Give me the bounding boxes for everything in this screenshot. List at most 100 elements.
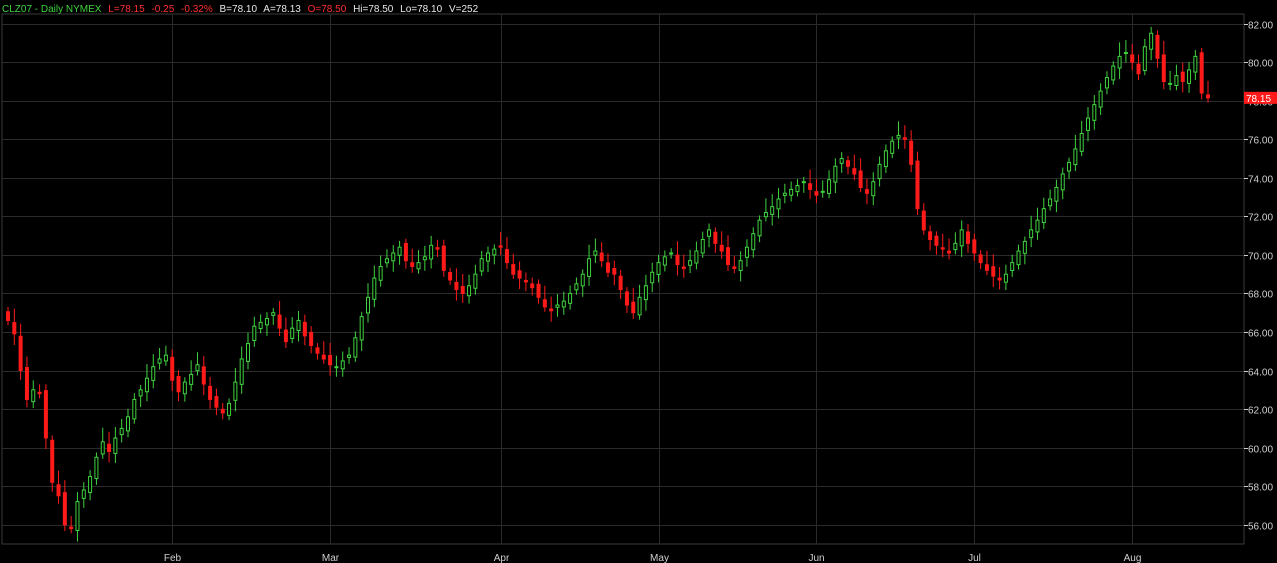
candle-body [549,308,554,312]
candle-body [915,160,920,210]
candle-body [928,231,933,240]
candle-body [246,343,250,362]
y-tick-label: 56.00 [1248,522,1273,533]
candle-body [384,258,389,264]
candle-body [972,239,977,254]
candle-body [662,256,667,266]
candle-body [763,212,768,218]
candle-body [934,235,939,246]
candle-body [902,137,907,140]
candle-body [37,391,42,395]
candle-body [669,252,674,255]
candle-body [492,248,497,256]
candle-body [1199,52,1204,94]
candle-body [486,252,490,262]
candle-body [271,312,276,316]
candle-body [814,191,819,196]
candle-body [568,292,573,304]
candle-body [119,427,124,436]
candle-body [88,476,93,493]
candle-body [1048,198,1053,207]
candle-body [50,439,55,483]
candle-body [1117,55,1122,69]
candle-body [599,252,604,262]
x-tick-label: Feb [164,553,182,563]
candle-body [959,229,964,247]
candle-body [997,277,1002,281]
candle-body [1098,90,1103,108]
candle-body [144,377,149,393]
candle-body [947,250,952,254]
candle-body [138,389,143,397]
candle-body [1016,250,1021,266]
candle-body [991,266,996,277]
candle-body [637,296,642,316]
candle-body [328,355,333,366]
y-tick-label: 76.00 [1248,136,1273,147]
candle-body [846,160,850,167]
candle-body [966,231,970,244]
candle-body [1041,208,1046,224]
candle-body [612,267,617,275]
candle-body [833,165,838,183]
candle-body [738,260,743,271]
y-tick-label: 58.00 [1248,483,1273,494]
last-price-marker [1244,91,1277,104]
candle-body [511,264,516,275]
candle-body [555,304,560,308]
candle-body [909,140,914,165]
y-tick-label: 74.00 [1248,175,1273,186]
y-tick-label: 80.00 [1248,59,1273,70]
y-tick-label: 70.00 [1248,252,1273,263]
x-tick-label: Mar [322,553,340,563]
candle-body [675,254,680,266]
candle-body [315,347,320,354]
high-label: Hi=78.50 [353,4,394,15]
candle-body [410,262,415,267]
candle-body [1174,75,1179,86]
candle-body [1111,65,1116,81]
candle-body [744,246,749,258]
candle-body [239,358,244,385]
y-tick-label: 64.00 [1248,368,1273,379]
candle-body [429,244,434,260]
candle-body [1155,34,1160,59]
candle-body [233,381,238,401]
candle-body [479,258,484,272]
candle-body [6,311,10,321]
candle-body [1168,82,1173,85]
candle-body [62,492,67,526]
candle-body [12,322,17,335]
candle-body [1010,262,1015,272]
candle-body [1130,54,1135,63]
candle-body [353,337,358,358]
candle-body [984,264,989,271]
candle-body [69,526,74,530]
candle-body [606,262,610,273]
candle-body [852,168,857,175]
candle-body [391,252,396,262]
candle-body [441,245,446,271]
candle-body [1193,55,1198,73]
candle-body [827,179,832,194]
candle-body [776,198,781,210]
candle-body [1149,32,1154,50]
candle-body [195,364,200,372]
candle-body [189,373,194,385]
candle-body [290,327,295,339]
candle-body [858,170,863,188]
x-tick-label: Jun [808,553,824,563]
candle-body [789,188,794,196]
candle-body [1206,94,1210,99]
candle-body [1086,117,1090,131]
candle-body [1180,71,1185,82]
candle-body [435,247,440,250]
candle-body [978,254,983,264]
candle-body [953,242,958,251]
candle-body [227,402,232,416]
x-tick-label: Jul [968,553,981,563]
candle-body [1187,69,1192,84]
candle-body [618,275,623,291]
candle-body [151,366,156,381]
